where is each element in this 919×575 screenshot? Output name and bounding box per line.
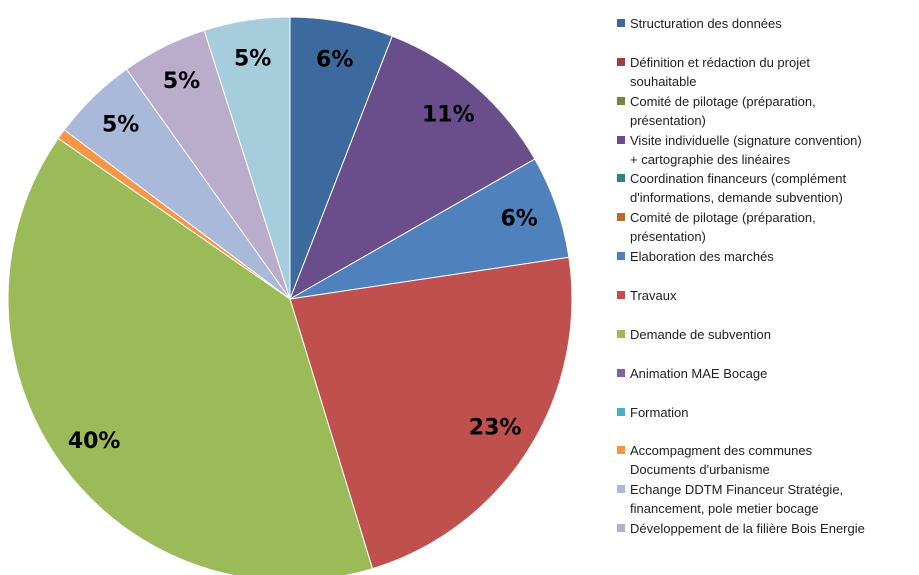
legend-label: Formation	[630, 404, 689, 420]
legend-label: Structuration des données	[630, 16, 782, 31]
legend-label: Demande de subvention	[630, 326, 771, 342]
pie-slice	[289, 35, 536, 301]
legend-label: Animation MAE Bocage	[630, 365, 768, 381]
legend-swatch	[617, 213, 625, 222]
pie-area: 6% 11% 6% 23% 40% 5% 5% 5%	[7, 16, 573, 575]
data-label: 5%	[234, 46, 271, 71]
legend-label: Comité de pilotage (préparation, présent…	[630, 210, 816, 245]
data-label: 6%	[316, 48, 353, 73]
legend-swatch	[617, 252, 625, 261]
legend-label: Elaboration des marchés	[630, 249, 774, 265]
legend-label: Travaux	[630, 287, 677, 303]
legend-swatch	[617, 135, 625, 144]
legend-swatch	[617, 96, 625, 105]
legend-swatch	[617, 174, 625, 183]
data-label: 40%	[68, 429, 121, 454]
legend-swatch	[617, 329, 625, 338]
legend-label: Accompagment des communes Documents d'ur…	[630, 443, 813, 478]
legend-swatch	[617, 290, 625, 299]
legend-swatch	[617, 524, 625, 533]
pie-slice	[289, 256, 573, 570]
legend-swatch	[617, 57, 625, 66]
data-label: 5%	[102, 112, 139, 137]
legend-label: Coordination financeurs (complément d'in…	[630, 171, 847, 206]
legend-swatch	[617, 485, 625, 494]
legend-swatch	[617, 446, 625, 455]
data-label: 11%	[422, 102, 475, 127]
pie-slice	[203, 16, 291, 300]
data-label: 23%	[469, 415, 522, 440]
legend-label: Développement de la filière Bois Energie	[630, 521, 865, 537]
pie-slice	[7, 137, 374, 575]
legend-label: Visite individuelle (signature conventio…	[630, 132, 862, 167]
legend-label: Comité de pilotage (préparation, présent…	[630, 93, 816, 128]
legend-label: Echange DDTM Financeur Stratégie, financ…	[630, 482, 844, 517]
data-label: 6%	[500, 207, 537, 232]
data-label: 5%	[163, 69, 200, 94]
legend-swatch	[617, 19, 625, 27]
legend-swatch	[617, 368, 625, 377]
legend-swatch	[617, 407, 625, 416]
legend-label: Définition et rédaction du projet souhai…	[630, 54, 810, 89]
